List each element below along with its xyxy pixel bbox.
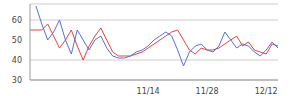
svg-text:11/28: 11/28: [196, 87, 219, 96]
svg-text:50: 50: [12, 36, 22, 45]
svg-text:11/14: 11/14: [137, 87, 160, 96]
svg-text:40: 40: [12, 56, 22, 65]
svg-text:12/12: 12/12: [255, 87, 278, 96]
svg-text:60: 60: [12, 16, 22, 25]
svg-text:30: 30: [12, 76, 22, 85]
